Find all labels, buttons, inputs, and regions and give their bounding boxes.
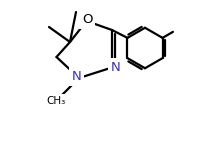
Text: O: O — [82, 13, 93, 26]
Text: N: N — [72, 70, 82, 83]
Text: N: N — [111, 61, 121, 74]
Text: CH₃: CH₃ — [46, 96, 65, 106]
